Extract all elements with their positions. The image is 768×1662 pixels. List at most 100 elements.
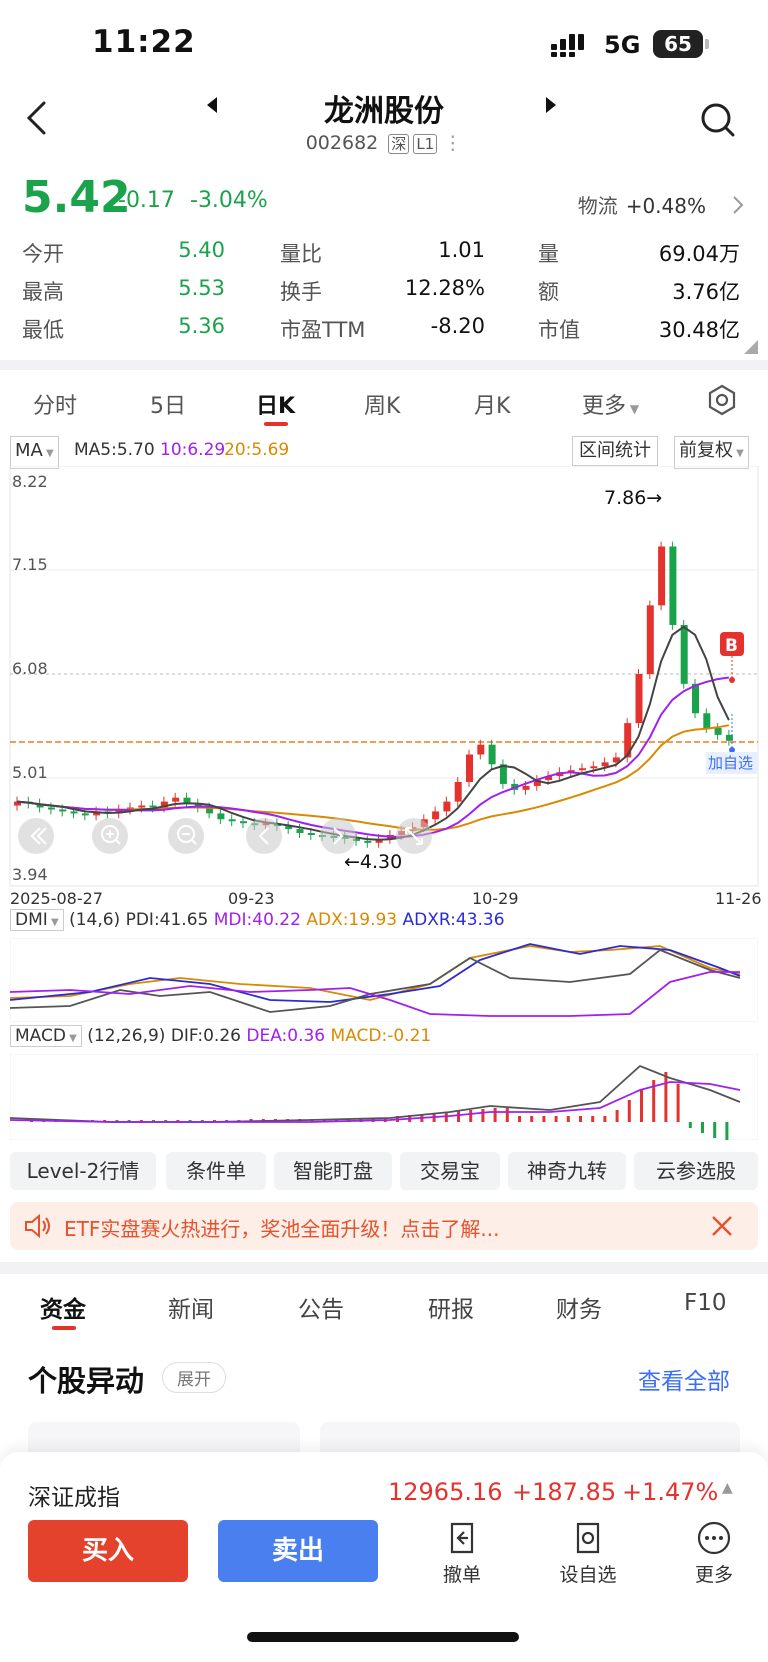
macd-bar xyxy=(566,1116,570,1122)
scroll-left-button[interactable] xyxy=(18,818,54,854)
dmi-legend: DMI ▼ (14,6) PDI:41.65 MDI:40.22 ADX:19.… xyxy=(10,909,758,936)
chip-smart-watch[interactable]: 智能盯盘 xyxy=(274,1152,392,1190)
y-tick-label: 7.15 xyxy=(12,555,48,574)
chip-level2[interactable]: Level-2行情 xyxy=(10,1152,156,1190)
expand-button[interactable]: 展开 xyxy=(162,1362,226,1393)
stat-value: 5.53 xyxy=(178,276,225,300)
corner-expand-icon[interactable] xyxy=(744,340,758,354)
stock-code: 002682 xyxy=(305,132,379,154)
tab-monthly-k[interactable]: 月K xyxy=(474,394,511,419)
range-stat-button[interactable]: 区间统计 xyxy=(572,436,658,466)
adjust-selector[interactable]: 前复权 ▼ xyxy=(674,436,749,469)
buy-signal-marker[interactable] xyxy=(720,632,744,656)
candle-body xyxy=(138,805,146,808)
macd-dif: DIF:0.26 xyxy=(170,1026,241,1046)
tab-weekly-k[interactable]: 周K xyxy=(364,394,401,419)
kline-chart[interactable]: 8.22 7.15 6.08 5.01 3.94 7.86→ ←4.30 B 加… xyxy=(0,466,768,910)
index-name: 深证成指 xyxy=(28,1485,120,1511)
macd-selector[interactable]: MACD ▼ xyxy=(10,1025,82,1047)
candle-body xyxy=(680,624,688,684)
y-tick-label: 3.94 xyxy=(12,865,48,884)
candle-body xyxy=(533,780,541,786)
chip-cloud-pick[interactable]: 云参选股 xyxy=(634,1152,758,1190)
chevron-right-icon[interactable] xyxy=(732,195,744,215)
y-tick-label: 5.01 xyxy=(12,763,48,782)
macd-hist: MACD:-0.21 xyxy=(330,1026,432,1046)
fullscreen-button[interactable] xyxy=(396,818,432,854)
cancel-order-button[interactable]: 撤单 xyxy=(422,1520,502,1587)
kline-frame xyxy=(9,466,759,887)
divider xyxy=(0,360,768,370)
candle-body xyxy=(183,797,191,804)
chip-trade-treasure[interactable]: 交易宝 xyxy=(400,1152,500,1190)
chip-magic-nine[interactable]: 神奇九转 xyxy=(508,1152,626,1190)
candle-body xyxy=(567,770,575,773)
tab-news[interactable]: 新闻 xyxy=(168,1297,214,1323)
zoom-out-button[interactable] xyxy=(168,818,204,854)
tab-capital[interactable]: 资金 xyxy=(40,1297,86,1323)
candle-body xyxy=(375,838,383,843)
candle-body xyxy=(624,723,632,758)
back-arrow-icon[interactable] xyxy=(24,100,48,136)
promo-banner[interactable]: ETF实盘赛火热进行，奖池全面升级！点击了解... xyxy=(10,1202,758,1250)
set-watch-button[interactable]: 设自选 xyxy=(548,1520,628,1587)
close-icon[interactable] xyxy=(710,1214,734,1238)
macd-bar xyxy=(200,1120,204,1122)
ma-selector[interactable]: MA ▼ xyxy=(10,436,59,469)
tab-5day[interactable]: 5日 xyxy=(150,394,186,419)
tab-more-label: 更多 xyxy=(582,394,627,419)
tab-more[interactable]: 更多 ▼ xyxy=(582,388,639,420)
tab-finance[interactable]: 财务 xyxy=(556,1297,602,1323)
candle-body xyxy=(160,801,168,808)
macd-bar xyxy=(640,1090,643,1122)
divider xyxy=(0,1262,768,1274)
search-icon[interactable] xyxy=(700,102,736,140)
caret-up-icon[interactable]: ▲ xyxy=(722,1480,733,1496)
zoom-in-button[interactable] xyxy=(92,818,128,854)
candle-body xyxy=(364,840,372,843)
stat-value: -8.20 xyxy=(430,314,485,338)
chip-condition-order[interactable]: 条件单 xyxy=(166,1152,266,1190)
sector-info[interactable]: 物流 +0.48% xyxy=(578,190,706,219)
tab-f10[interactable]: F10 xyxy=(684,1290,727,1316)
more-actions-label: 更多 xyxy=(694,1564,733,1586)
caret-down-icon: ▼ xyxy=(626,402,640,416)
macd-bar xyxy=(554,1116,558,1122)
level-tag: L1 xyxy=(413,134,438,154)
tab-announcement[interactable]: 公告 xyxy=(298,1297,344,1323)
more-dots-icon[interactable]: ⋮ xyxy=(443,132,463,154)
candle-body xyxy=(93,811,101,816)
macd-legend: MACD ▼ (12,26,9) DIF:0.26 DEA:0.36 MACD:… xyxy=(10,1025,758,1052)
add-watch-badge[interactable] xyxy=(706,752,758,774)
prev-stock-icon[interactable] xyxy=(205,96,219,114)
next-stock-icon[interactable] xyxy=(544,96,558,114)
tab-research[interactable]: 研报 xyxy=(428,1297,474,1323)
section-title: 个股异动 xyxy=(28,1364,145,1398)
ma5-value: MA5:5.70 xyxy=(74,440,155,460)
caret-down-icon: ▼ xyxy=(47,917,59,928)
view-all-link[interactable]: 查看全部 xyxy=(638,1369,730,1395)
chart-settings-icon[interactable] xyxy=(706,384,738,416)
more-dots-icon xyxy=(697,1521,731,1555)
macd-bar xyxy=(493,1108,497,1122)
macd-bar xyxy=(457,1111,460,1122)
macd-bar xyxy=(664,1072,668,1122)
adxr-line xyxy=(10,943,741,1003)
macd-bar xyxy=(542,1116,546,1122)
dmi-selector[interactable]: DMI ▼ xyxy=(10,909,64,931)
sector-name: 物流 xyxy=(577,194,618,218)
macd-bar xyxy=(627,1100,631,1122)
sell-button[interactable]: 卖出 xyxy=(218,1520,378,1582)
candle-body xyxy=(522,785,530,790)
candle-body xyxy=(47,807,55,810)
tab-intraday[interactable]: 分时 xyxy=(33,394,78,419)
more-actions-button[interactable]: 更多 xyxy=(674,1520,754,1587)
battery-indicator: 65 xyxy=(653,30,709,58)
step-back-button[interactable] xyxy=(246,818,282,854)
stock-name: 龙洲股份 xyxy=(324,94,444,129)
sector-pct: +0.48% xyxy=(625,194,706,218)
candle-body xyxy=(454,781,462,802)
step-forward-button[interactable] xyxy=(320,818,356,854)
buy-button[interactable]: 买入 xyxy=(28,1520,188,1582)
tab-daily-k[interactable]: 日K xyxy=(256,394,296,419)
